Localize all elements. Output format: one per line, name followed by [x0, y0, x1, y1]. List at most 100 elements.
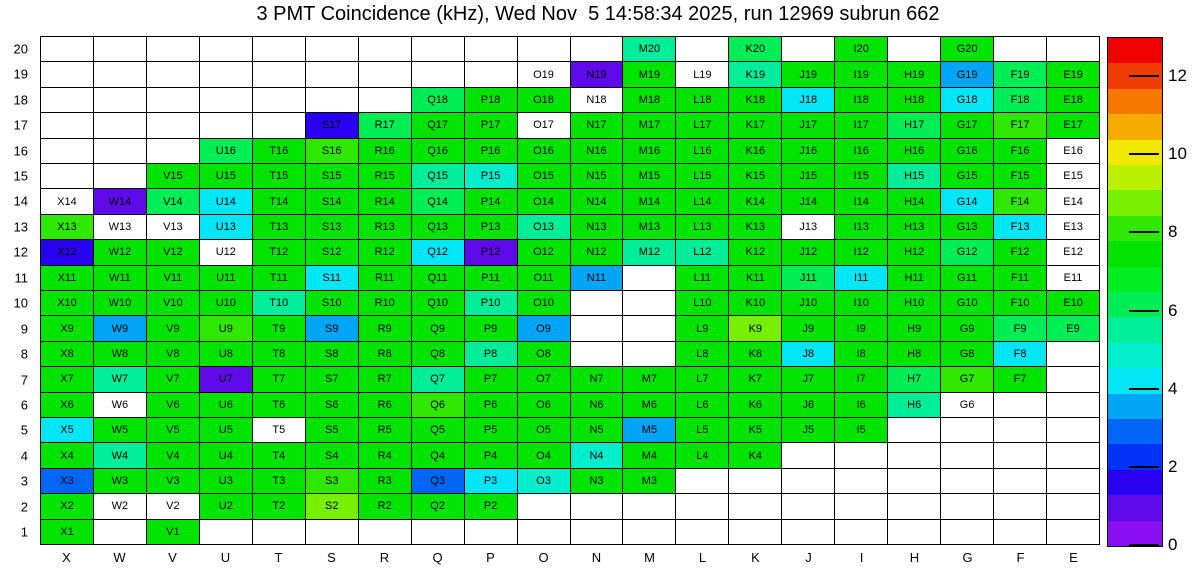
cell-T16: T16	[252, 138, 305, 163]
cell-J6: J6	[782, 392, 835, 417]
cell-T7: T7	[252, 367, 305, 392]
empty-cell	[146, 87, 199, 113]
y-axis-tick-label: 3	[20, 473, 28, 489]
cell-P3: P3	[464, 468, 517, 494]
x-axis-tick-label: W	[113, 550, 126, 565]
cell-E14: E14	[1047, 189, 1099, 214]
cell-F13: F13	[994, 214, 1047, 240]
cell-U15: U15	[199, 163, 252, 189]
x-axis-tick-label: P	[486, 550, 495, 565]
cell-Q5: Q5	[411, 417, 464, 443]
cell-H12: H12	[888, 240, 941, 265]
cell-I16: I16	[835, 138, 888, 163]
empty-cell	[517, 37, 570, 62]
empty-cell	[252, 62, 305, 87]
cell-M3: M3	[623, 468, 676, 494]
empty-cell	[305, 87, 358, 113]
cell-V10: V10	[146, 290, 199, 316]
cell-Q9: Q9	[411, 316, 464, 341]
cell-N12: N12	[570, 240, 623, 265]
empty-cell	[941, 494, 994, 519]
y-axis-tick-label: 7	[20, 372, 28, 388]
empty-cell	[782, 443, 835, 468]
colorbar-tick-label: 10	[1168, 144, 1187, 164]
colorbar-tick-label: 12	[1168, 66, 1187, 86]
cell-I13: I13	[835, 214, 888, 240]
empty-cell	[1047, 392, 1099, 417]
cell-E9: E9	[1047, 316, 1099, 341]
colorbar-tick-label: 8	[1168, 222, 1178, 242]
cell-T9: T9	[252, 316, 305, 341]
cell-X9: X9	[41, 316, 93, 341]
cell-E18: E18	[1047, 87, 1099, 113]
cell-K14: K14	[729, 189, 782, 214]
cell-M18: M18	[623, 87, 676, 113]
cell-G10: G10	[941, 290, 994, 316]
cell-Q16: Q16	[411, 138, 464, 163]
cell-J8: J8	[782, 341, 835, 367]
cell-U8: U8	[199, 341, 252, 367]
cell-V7: V7	[146, 367, 199, 392]
cell-O5: O5	[517, 417, 570, 443]
cell-S8: S8	[305, 341, 358, 367]
cell-K6: K6	[729, 392, 782, 417]
cell-H11: H11	[888, 265, 941, 290]
empty-cell	[941, 468, 994, 494]
cell-E17: E17	[1047, 113, 1099, 138]
empty-cell	[358, 62, 411, 87]
cell-G11: G11	[941, 265, 994, 290]
cell-T8: T8	[252, 341, 305, 367]
cell-J15: J15	[782, 163, 835, 189]
empty-cell	[464, 37, 517, 62]
cell-L4: L4	[676, 443, 729, 468]
cell-T10: T10	[252, 290, 305, 316]
cell-H15: H15	[888, 163, 941, 189]
cell-V15: V15	[146, 163, 199, 189]
x-axis-tick-label: Q	[432, 550, 443, 565]
cell-U14: U14	[199, 189, 252, 214]
cell-G17: G17	[941, 113, 994, 138]
cell-F19: F19	[994, 62, 1047, 87]
cell-E15: E15	[1047, 163, 1099, 189]
colorbar-tick	[1129, 309, 1159, 312]
empty-cell	[888, 417, 941, 443]
empty-cell	[676, 37, 729, 62]
empty-cell	[1047, 341, 1099, 367]
empty-cell	[199, 62, 252, 87]
cell-O3: O3	[517, 468, 570, 494]
empty-cell	[623, 341, 676, 367]
x-axis-tick-label: H	[909, 550, 920, 565]
cell-K13: K13	[729, 214, 782, 240]
cell-S16: S16	[305, 138, 358, 163]
cell-F18: F18	[994, 87, 1047, 113]
cell-H7: H7	[888, 367, 941, 392]
cell-L7: L7	[676, 367, 729, 392]
colorbar-tick-label: 4	[1168, 378, 1178, 398]
cell-V9: V9	[146, 316, 199, 341]
cell-L11: L11	[676, 265, 729, 290]
cell-R2: R2	[358, 494, 411, 519]
cell-U3: U3	[199, 468, 252, 494]
cell-T13: T13	[252, 214, 305, 240]
empty-cell	[358, 519, 411, 544]
cell-W13: W13	[93, 214, 146, 240]
empty-cell	[358, 37, 411, 62]
cell-U2: U2	[199, 494, 252, 519]
cell-X10: X10	[41, 290, 93, 316]
cell-I15: I15	[835, 163, 888, 189]
colorbar-band	[1108, 317, 1162, 343]
empty-cell	[199, 87, 252, 113]
empty-cell	[888, 468, 941, 494]
empty-cell	[1047, 519, 1099, 544]
cell-R13: R13	[358, 214, 411, 240]
cell-Q6: Q6	[411, 392, 464, 417]
cell-O16: O16	[517, 138, 570, 163]
empty-cell	[941, 417, 994, 443]
x-axis-tick-label: L	[698, 550, 707, 565]
empty-cell	[888, 494, 941, 519]
y-axis-tick-label: 20	[13, 41, 28, 57]
empty-cell	[41, 113, 93, 138]
cell-P2: P2	[464, 494, 517, 519]
empty-cell	[835, 494, 888, 519]
